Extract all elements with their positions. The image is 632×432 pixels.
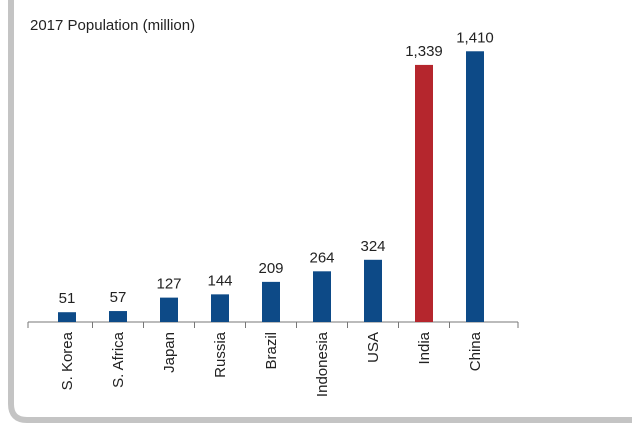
x-tick-label: Japan bbox=[161, 332, 178, 373]
value-label: 144 bbox=[207, 272, 232, 289]
value-label: 1,339 bbox=[405, 43, 443, 60]
frame bbox=[8, 0, 632, 423]
bar bbox=[364, 259, 382, 322]
x-tick-label: S. Africa bbox=[110, 331, 127, 388]
x-tick-label: China bbox=[467, 331, 484, 371]
value-label: 264 bbox=[309, 249, 334, 266]
bar bbox=[58, 312, 76, 322]
x-tick-label: USA bbox=[365, 332, 382, 363]
bar bbox=[211, 294, 229, 322]
value-label: 1,410 bbox=[456, 29, 494, 46]
value-label: 127 bbox=[156, 276, 181, 293]
x-tick-label: Brazil bbox=[263, 332, 280, 370]
bar bbox=[415, 64, 433, 323]
x-tick-label: Indonesia bbox=[314, 331, 331, 397]
value-label: 209 bbox=[258, 260, 283, 277]
x-tick-label: India bbox=[416, 331, 433, 364]
bar bbox=[262, 281, 280, 322]
bar bbox=[466, 51, 484, 322]
value-label: 324 bbox=[360, 238, 385, 255]
bar bbox=[313, 271, 331, 322]
x-tick-label: S. Korea bbox=[59, 331, 76, 390]
bar bbox=[160, 297, 178, 322]
value-label: 51 bbox=[59, 290, 76, 307]
value-label: 57 bbox=[110, 289, 127, 306]
chart-title: 2017 Population (million) bbox=[30, 17, 195, 34]
bar bbox=[109, 311, 127, 322]
x-tick-label: Russia bbox=[212, 331, 229, 378]
